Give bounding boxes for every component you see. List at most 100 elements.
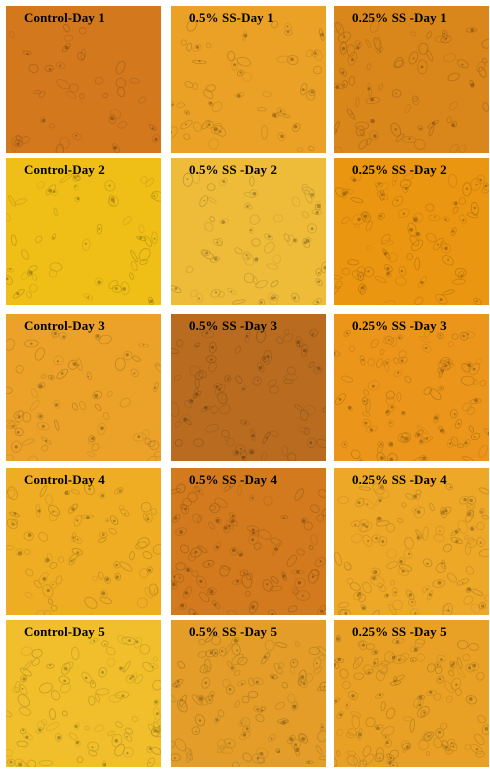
cell-mark <box>365 398 371 413</box>
cell-mark <box>142 513 149 522</box>
cell-mark <box>476 174 486 184</box>
cell-mark <box>136 235 147 241</box>
cell-mark <box>183 133 191 140</box>
cell-mark <box>239 569 249 577</box>
cell-mark <box>451 333 459 340</box>
cell-mark <box>65 91 77 99</box>
cell-mark <box>401 502 407 508</box>
cell-nucleus <box>257 379 259 382</box>
micrograph-control-day-3: Control-Day 3 <box>6 314 161 461</box>
cell-mark <box>236 56 251 67</box>
cell-mark <box>239 419 250 426</box>
cell-mark <box>387 252 398 263</box>
cell-mark <box>362 498 375 510</box>
cell-mark <box>205 355 217 363</box>
cell-nucleus <box>74 724 78 728</box>
cell-nucleus <box>359 275 362 278</box>
cell-nucleus <box>231 514 235 518</box>
cell-mark <box>418 336 431 344</box>
cell-nucleus <box>373 570 378 575</box>
cell-mark <box>47 598 54 605</box>
cell-nucleus <box>282 574 286 578</box>
cell-mark <box>458 495 470 505</box>
cell-nucleus <box>149 299 153 304</box>
cell-nucleus <box>105 577 109 582</box>
cell-mark <box>189 365 202 377</box>
cell-mark <box>440 506 452 516</box>
cell-nucleus <box>9 760 13 764</box>
cell-mark <box>299 409 309 421</box>
cell-mark <box>478 444 488 458</box>
cell-mark <box>202 249 211 256</box>
cell-nucleus <box>450 664 454 667</box>
cell-mark <box>8 195 16 207</box>
cell-mark <box>225 684 235 695</box>
cell-nucleus <box>339 713 343 717</box>
cell-mark <box>196 575 207 589</box>
cell-mark <box>118 666 125 672</box>
cell-mark <box>394 276 407 286</box>
cell-mark <box>470 603 480 614</box>
cell-mark <box>245 255 251 261</box>
cell-mark <box>147 456 158 461</box>
cell-mark <box>479 508 485 514</box>
cell-mark <box>369 130 380 141</box>
cell-nucleus <box>437 580 442 585</box>
panel-label: 0.25% SS -Day 1 <box>352 10 447 25</box>
cell-nucleus <box>379 757 381 760</box>
cell-mark <box>340 441 348 449</box>
cell-nucleus <box>174 287 178 290</box>
cell-mark <box>384 361 389 373</box>
cell-nucleus <box>237 94 241 98</box>
cell-nucleus <box>454 201 458 206</box>
cell-mark <box>219 746 234 754</box>
cell-mark <box>194 714 206 727</box>
cell-nucleus <box>334 700 338 703</box>
cell-nucleus <box>295 748 300 752</box>
cell-mark <box>307 223 318 234</box>
cell-mark <box>171 101 175 107</box>
cell-nucleus <box>252 191 257 196</box>
cell-mark <box>11 137 17 153</box>
cell-mark <box>425 203 435 212</box>
cell-mark <box>110 108 121 120</box>
cell-mark <box>244 202 251 209</box>
cell-mark <box>56 79 71 90</box>
cell-mark <box>8 31 15 39</box>
cell-mark <box>334 551 342 566</box>
cell-mark <box>56 368 69 380</box>
cell-nucleus <box>192 612 196 615</box>
cell-mark <box>38 531 49 542</box>
cell-mark <box>108 694 122 703</box>
cell-mark <box>397 518 404 523</box>
cell-mark <box>38 682 53 694</box>
cell-nucleus <box>228 742 231 745</box>
cell-mark <box>264 242 275 254</box>
cell-mark <box>427 119 440 129</box>
cell-mark <box>409 235 420 246</box>
cell-mark <box>296 147 304 153</box>
cell-mark <box>359 129 365 137</box>
cell-nucleus <box>373 661 377 665</box>
cell-nucleus <box>425 588 428 590</box>
cell-nucleus <box>215 545 219 549</box>
cell-nucleus <box>378 182 381 185</box>
cell-mark <box>383 593 389 598</box>
cell-mark <box>263 495 273 506</box>
cell-nucleus <box>213 603 217 606</box>
cell-mark <box>292 122 301 133</box>
cell-mark <box>171 753 181 762</box>
cell-mark <box>341 680 351 690</box>
cell-nucleus <box>171 130 172 134</box>
cell-mark <box>117 121 128 129</box>
cell-mark <box>379 190 385 201</box>
cell-mark <box>270 294 279 301</box>
cell-nucleus <box>484 727 489 731</box>
cell-nucleus <box>52 236 55 239</box>
cell-nucleus <box>469 498 473 503</box>
cell-nucleus <box>45 558 50 562</box>
cell-mark <box>94 76 104 85</box>
cell-mark <box>91 443 100 452</box>
cell-mark <box>414 637 426 649</box>
cell-nucleus <box>62 335 66 339</box>
